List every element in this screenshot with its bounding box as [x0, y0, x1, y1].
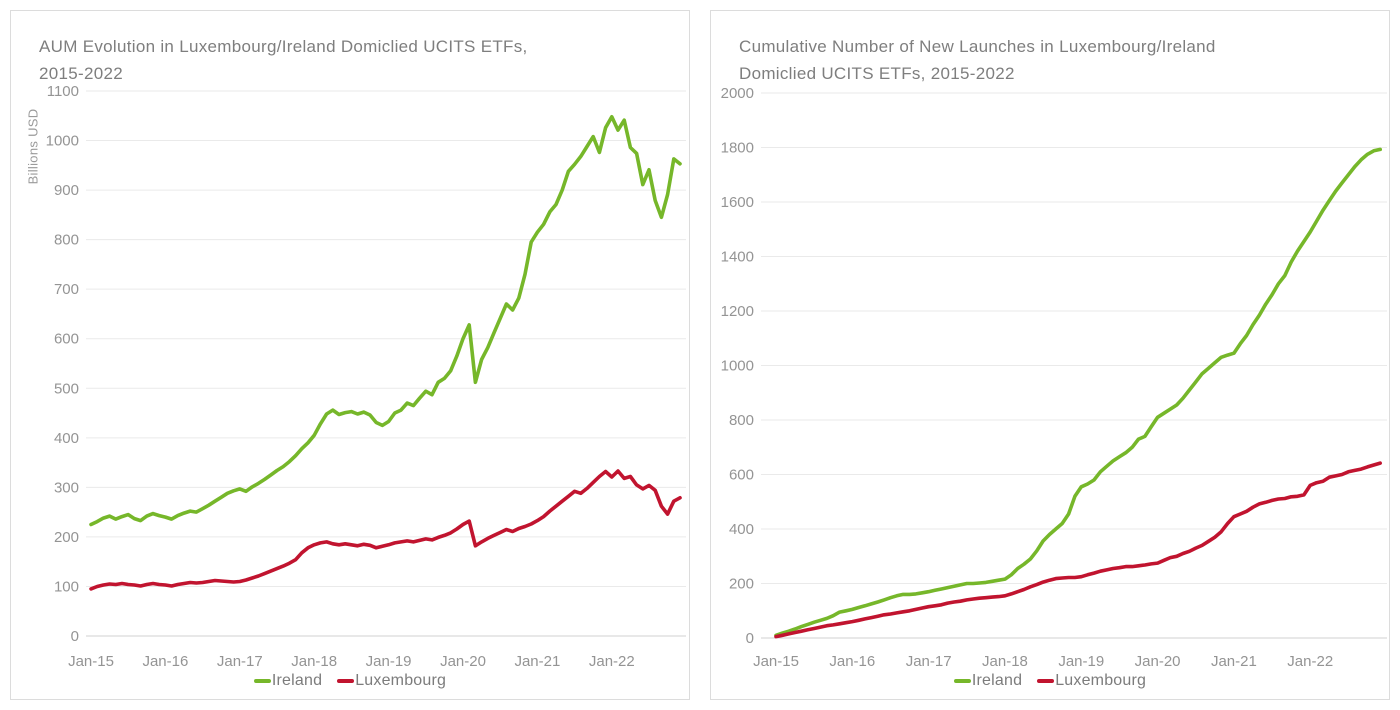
chart-title-line2: 2015-2022: [39, 64, 123, 83]
x-tick-label: Jan-21: [514, 653, 560, 670]
y-tick-label: 400: [729, 521, 754, 538]
y-tick-label: 100: [54, 578, 79, 595]
y-tick-label: 200: [729, 576, 754, 593]
y-tick-label: 400: [54, 430, 79, 447]
y-tick-label: 800: [729, 412, 754, 429]
x-tick-label: Jan-16: [829, 653, 875, 670]
y-tick-label: 900: [54, 182, 79, 199]
legend-swatch: [1037, 679, 1055, 683]
y-tick-label: 600: [54, 331, 79, 348]
y-tick-label: 0: [71, 628, 79, 645]
series-line-luxembourg: [89, 469, 682, 591]
series-line-luxembourg: [774, 461, 1383, 639]
aum-line-chart: 0 100 200 300 400 500 600 700 800 900 1000 1100 Jan-…: [46, 83, 686, 670]
y-tick-label: 0: [746, 630, 754, 647]
chart-legend: Ireland Luxembourg: [11, 672, 689, 690]
x-tick-label: Jan-16: [142, 653, 188, 670]
x-tick-label: Jan-18: [982, 653, 1028, 670]
y-tick-label: 1400: [721, 249, 754, 266]
chart-legend: Ireland Luxembourg: [711, 672, 1389, 690]
y-tick-label: 1200: [721, 303, 754, 320]
x-tick-label: Jan-15: [68, 653, 114, 670]
legend-label: Luxembourg: [355, 672, 447, 689]
x-tick-label: Jan-22: [589, 653, 635, 670]
legend-item-ireland: Ireland: [953, 672, 1023, 690]
chart-title: AUM Evolution in Luxembourg/Ireland Domi…: [39, 33, 528, 87]
x-tick-label: Jan-22: [1287, 653, 1333, 670]
x-tick-label: Jan-21: [1211, 653, 1257, 670]
chart-title-line1: Cumulative Number of New Launches in Lux…: [739, 37, 1216, 56]
legend-label: Luxembourg: [1055, 672, 1147, 689]
x-tick-label: Jan-18: [291, 653, 337, 670]
y-tick-label: 1000: [721, 358, 754, 375]
y-tick-label: 2000: [721, 85, 754, 102]
x-tick-label: Jan-19: [366, 653, 412, 670]
chart-panel-aum: AUM Evolution in Luxembourg/Ireland Domi…: [10, 10, 690, 700]
chart-title-line2: Domiclied UCITS ETFs, 2015-2022: [739, 64, 1015, 83]
y-tick-label: 800: [54, 232, 79, 249]
legend-swatch: [953, 679, 971, 683]
legend-item-ireland: Ireland: [253, 672, 323, 690]
chart-title: Cumulative Number of New Launches in Lux…: [739, 33, 1216, 87]
legend-swatch: [337, 679, 355, 683]
chart-title-line1: AUM Evolution in Luxembourg/Ireland Domi…: [39, 37, 528, 56]
x-tick-label: Jan-17: [217, 653, 263, 670]
x-tick-label: Jan-15: [753, 653, 799, 670]
series-line-ireland: [774, 147, 1383, 638]
x-tick-label: Jan-20: [1135, 653, 1181, 670]
y-tick-label: 1100: [47, 83, 79, 100]
y-tick-label: 1600: [721, 194, 754, 211]
y-tick-label: 600: [729, 467, 754, 484]
legend-label: Ireland: [971, 672, 1023, 689]
y-tick-label: 700: [54, 281, 79, 298]
y-tick-label: 500: [54, 380, 79, 397]
legend-swatch: [253, 679, 271, 683]
x-tick-label: Jan-19: [1058, 653, 1104, 670]
x-tick-label: Jan-20: [440, 653, 486, 670]
x-tick-label: Jan-17: [906, 653, 952, 670]
y-tick-label: 300: [54, 479, 79, 496]
y-tick-label: 1800: [721, 140, 754, 157]
legend-label: Ireland: [271, 672, 323, 689]
legend-item-luxembourg: Luxembourg: [337, 672, 446, 690]
y-tick-label: 1000: [46, 133, 79, 150]
y-tick-label: 200: [54, 529, 79, 546]
chart-panel-launches: Cumulative Number of New Launches in Lux…: [710, 10, 1390, 700]
legend-item-luxembourg: Luxembourg: [1037, 672, 1146, 690]
launches-line-chart: 0 200 400 600 800 1000 1200 1400 1600 1800 2000 Jan…: [721, 85, 1387, 670]
series-line-ireland: [89, 115, 682, 527]
